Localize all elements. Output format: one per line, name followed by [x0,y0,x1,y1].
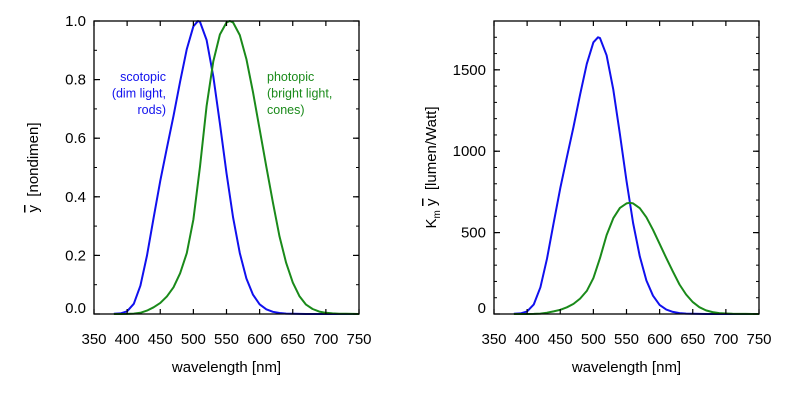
x-axis-label: wavelength [nm] [571,359,681,376]
x-tick-label: 500 [581,331,606,348]
annotation-scotopic: rods) [138,103,166,117]
x-tick-label: 750 [346,331,371,348]
x-tick-label: 550 [214,331,239,348]
plot-1: 350 400 450 500 550 600 650 700 750 0.0 0.2 0.4 0.6 0… [25,13,372,376]
annotation-photopic: cones) [267,103,305,117]
y-tick-label: 0 [478,300,486,317]
plot-2: 350 400 450 500 550 600 650 700 750 0 500 1000 1500 w… [423,20,772,376]
x-tick-label: 450 [148,331,173,348]
x-tick-label: 450 [548,331,573,348]
annotation-photopic: photopic [267,70,314,84]
y-tick-label: 1500 [453,62,486,79]
x-tick-label: 600 [247,331,272,348]
y-tick-label: 0.4 [65,189,86,206]
series-line-photopic [513,201,759,315]
y-tick-label: 0.6 [65,130,86,147]
x-tick-label: 750 [746,331,771,348]
x-tick-label: 650 [280,331,305,348]
annotation-photopic: (bright light, [267,87,332,101]
axes-frame [493,20,760,315]
y-tick-label: 500 [461,225,486,242]
y-label-symbol: y [423,198,440,206]
x-axis-label: wavelength [nm] [171,359,281,376]
x-tick-label: 650 [680,331,705,348]
y-label-prefix: K [423,218,440,228]
x-tick-label: 500 [181,331,206,348]
y-tick-label: 1.0 [65,13,86,30]
x-tick-label: 350 [481,331,506,348]
y-tick-label: 0.2 [65,247,86,264]
y-tick-label: 0.8 [65,72,86,89]
annotation-scotopic: scotopic [120,70,166,84]
x-tick-label: 400 [515,331,540,348]
series-line-photopic [113,20,360,315]
y-label-unit: [lumen/Watt] [423,106,440,198]
y-label-unit: [nondimen] [25,122,42,205]
x-tick-label: 600 [647,331,672,348]
x-tick-label: 700 [713,331,738,348]
y-tick-label: 1000 [453,143,486,160]
y-label-symbol: y [25,205,42,213]
series-line-scotopic [513,36,759,315]
x-tick-label: 400 [115,331,140,348]
y-tick-label: 0.0 [65,300,86,317]
y-axis-label: Km y [lumen/Watt] [423,106,443,228]
x-tick-label: 550 [614,331,639,348]
x-tick-label: 700 [313,331,338,348]
annotation-scotopic: (dim light, [112,87,166,101]
x-tick-label: 350 [81,331,106,348]
y-axis-label: y [nondimen] [25,122,42,212]
series-line-scotopic [113,20,359,315]
y-label-subscript: m [432,210,443,218]
